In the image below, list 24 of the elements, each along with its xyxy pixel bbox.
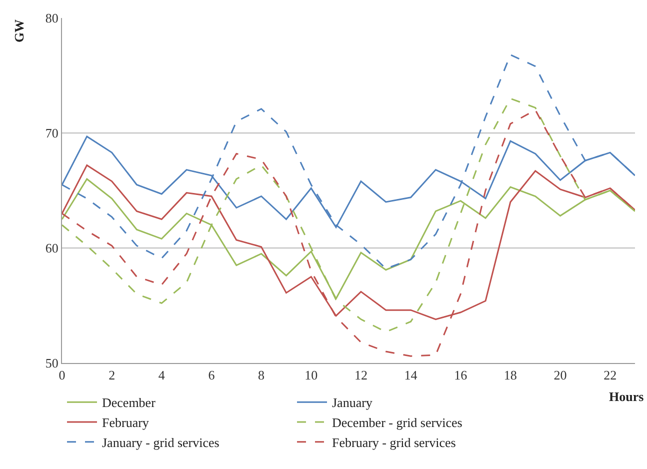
x-tick-label: 12 <box>354 368 368 383</box>
y-tick-label: 70 <box>45 126 58 141</box>
x-tick-label: 20 <box>554 368 567 383</box>
y-tick-label: 60 <box>45 240 58 256</box>
x-tick-label: 6 <box>208 368 216 383</box>
legend-label: January - grid services <box>102 434 220 450</box>
y-axis-title: GW <box>12 19 27 43</box>
x-tick-label: 2 <box>108 368 116 383</box>
y-tick-label: 80 <box>45 10 58 26</box>
x-tick-label: 10 <box>304 368 318 383</box>
legend-label: December <box>102 395 156 410</box>
legend-label: February <box>102 415 150 430</box>
x-tick-label: 0 <box>58 368 66 383</box>
y-tick-label: 50 <box>45 356 58 371</box>
legend-label: February - grid services <box>332 434 456 450</box>
x-tick-label: 4 <box>158 368 166 383</box>
legend-label: January <box>332 395 373 410</box>
x-tick-label: 16 <box>454 368 468 383</box>
x-axis-title: Hours <box>609 389 644 404</box>
x-tick-label: 8 <box>258 368 265 383</box>
x-tick-label: 22 <box>604 368 617 383</box>
x-tick-label: 18 <box>504 368 517 383</box>
legend-label: December - grid services <box>332 415 462 430</box>
x-tick-label: 14 <box>404 368 418 383</box>
